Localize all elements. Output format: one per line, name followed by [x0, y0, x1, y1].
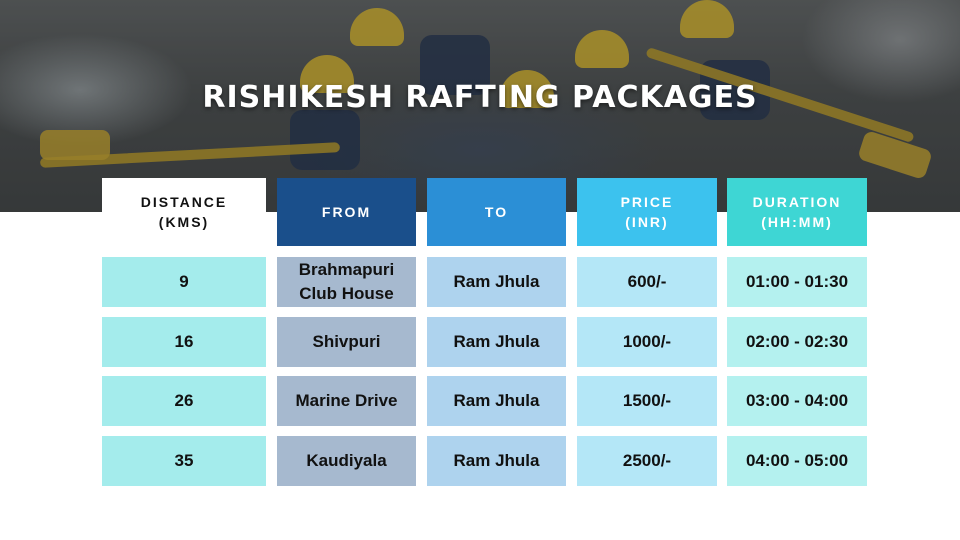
- cell-from: Kaudiyala: [277, 436, 416, 486]
- cell-to: Ram Jhula: [427, 376, 566, 426]
- cell-from-line1: Brahmapuri: [298, 260, 395, 279]
- page-title: RISHIKESH RAFTING PACKAGES: [202, 80, 758, 115]
- cell-price: 2500/-: [577, 436, 717, 486]
- cell-duration: 04:00 - 05:00: [727, 436, 867, 486]
- header-from: FROM: [277, 178, 416, 246]
- header-price: PRICE (INR): [577, 178, 717, 246]
- header-duration: DURATION (HH:MM): [727, 178, 867, 246]
- header-distance: DISTANCE (KMS): [102, 178, 266, 246]
- cell-distance: 26: [102, 376, 266, 426]
- header-distance-line1: DISTANCE: [140, 194, 228, 210]
- helmet-shape: [350, 8, 404, 46]
- header-duration-line1: DURATION: [752, 194, 842, 210]
- header-from-label: FROM: [321, 204, 372, 220]
- cell-to: Ram Jhula: [427, 436, 566, 486]
- cell-to: Ram Jhula: [427, 317, 566, 367]
- helmet-shape: [500, 70, 554, 108]
- cell-from-line2: Club House: [299, 284, 394, 303]
- cell-from: Brahmapuri Club House: [277, 257, 416, 307]
- cell-from: Marine Drive: [277, 376, 416, 426]
- cell-distance: 35: [102, 436, 266, 486]
- helmet-shape: [300, 55, 354, 93]
- life-vest-shape: [420, 35, 490, 95]
- life-vest-shape: [290, 110, 360, 170]
- header-to: TO: [427, 178, 566, 246]
- cell-price: 1000/-: [577, 317, 717, 367]
- cell-from: Shivpuri: [277, 317, 416, 367]
- hero-banner-photo: [0, 0, 960, 212]
- cell-distance: 16: [102, 317, 266, 367]
- cell-duration: 02:00 - 02:30: [727, 317, 867, 367]
- paddle-blade-shape: [40, 130, 110, 160]
- cell-duration: 01:00 - 01:30: [727, 257, 867, 307]
- cell-to: Ram Jhula: [427, 257, 566, 307]
- header-duration-line2: (HH:MM): [761, 214, 833, 230]
- cell-price: 1500/-: [577, 376, 717, 426]
- helmet-shape: [680, 0, 734, 38]
- header-price-line1: PRICE: [620, 194, 674, 210]
- cell-duration: 03:00 - 04:00: [727, 376, 867, 426]
- hero-dark-overlay: [0, 0, 960, 212]
- cell-price: 600/-: [577, 257, 717, 307]
- cell-distance: 9: [102, 257, 266, 307]
- helmet-shape: [575, 30, 629, 68]
- header-price-line2: (INR): [625, 214, 669, 230]
- header-to-label: TO: [484, 204, 509, 220]
- header-distance-line2: (KMS): [158, 214, 210, 230]
